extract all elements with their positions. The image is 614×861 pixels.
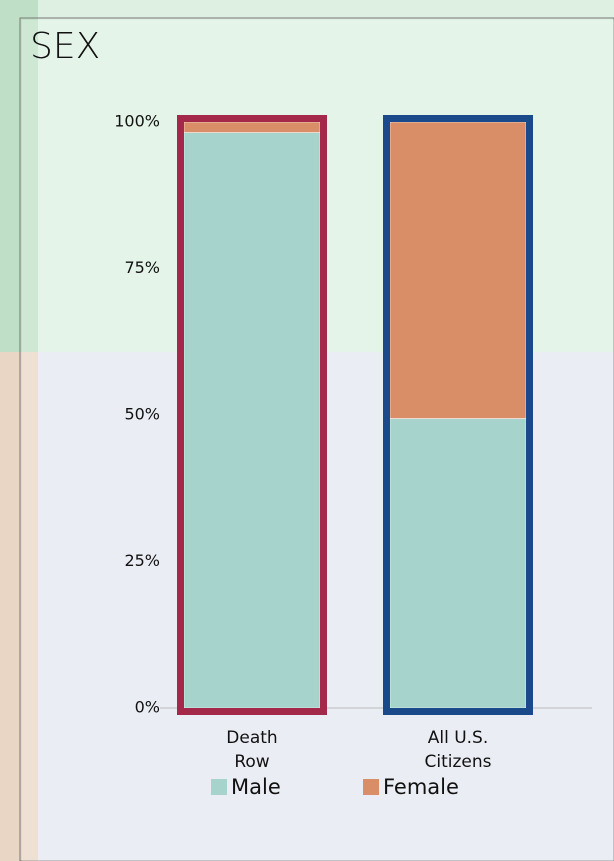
- legend-swatch: [211, 779, 227, 795]
- y-tick-label: 100%: [114, 112, 160, 131]
- x-tick-label: All U.S. Citizens: [418, 726, 498, 774]
- page: SEX 0% 25% 50% 75% 100% Male Female Death Row A…: [0, 0, 614, 861]
- y-tick-label: 75%: [124, 258, 160, 277]
- y-tick-label: 0%: [135, 698, 160, 717]
- legend-label: Male: [231, 775, 281, 799]
- bar-segment: [390, 419, 526, 708]
- bar-segment: [184, 122, 320, 133]
- y-tick-label: 25%: [124, 551, 160, 570]
- legend-swatch: [363, 779, 379, 795]
- x-tick-label: Death Row: [212, 726, 292, 774]
- chart: SEX 0% 25% 50% 75% 100% Male Female: [0, 0, 614, 861]
- bar-segment: [184, 133, 320, 708]
- y-tick-label: 50%: [124, 405, 160, 424]
- chart-title: SEX: [30, 26, 100, 67]
- bar-segment: [390, 122, 526, 419]
- legend-label: Female: [383, 775, 459, 799]
